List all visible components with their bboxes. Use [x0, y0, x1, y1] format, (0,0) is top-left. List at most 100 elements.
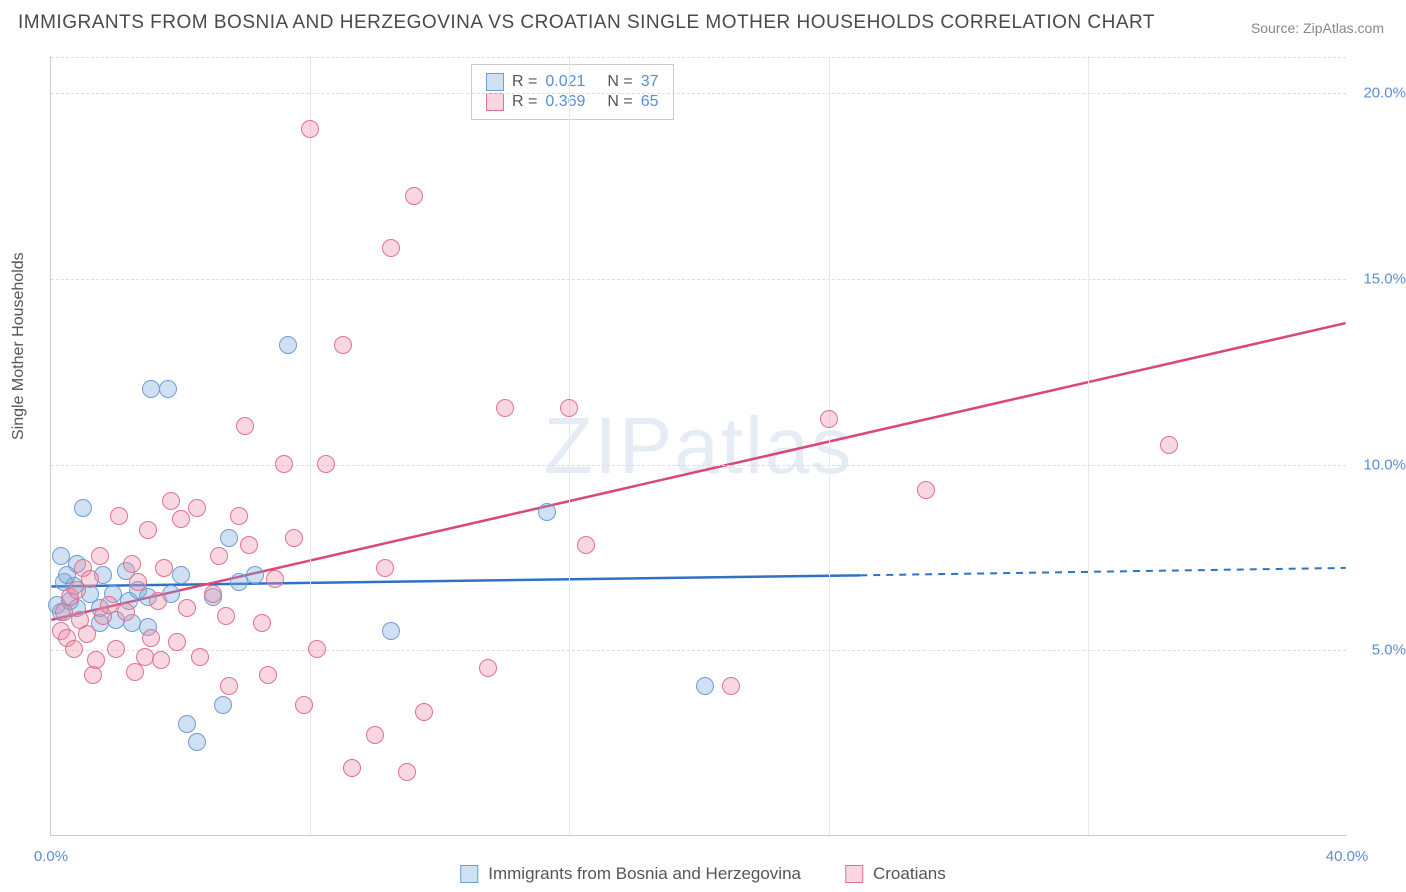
legend-row-croatians: R =0.369N =65: [486, 93, 659, 111]
series-legend: Immigrants from Bosnia and Herzegovina Cr…: [460, 864, 946, 884]
scatter-point-croatians: [81, 570, 99, 588]
legend-swatch: [845, 865, 863, 883]
grid-line-h: [51, 93, 1346, 94]
scatter-point-croatians: [253, 614, 271, 632]
scatter-point-croatians: [301, 120, 319, 138]
scatter-point-croatians: [191, 648, 209, 666]
legend-n-value: 65: [641, 93, 659, 111]
grid-line-h: [51, 650, 1346, 651]
scatter-point-croatians: [285, 529, 303, 547]
grid-line-v: [1088, 56, 1089, 835]
scatter-point-bosnia: [188, 733, 206, 751]
grid-line-h: [51, 279, 1346, 280]
scatter-point-croatians: [168, 633, 186, 651]
correlation-legend: R = 0.021 N = 37R = 0.369 N = 65: [471, 64, 674, 120]
scatter-point-croatians: [78, 625, 96, 643]
scatter-point-croatians: [382, 239, 400, 257]
scatter-point-croatians: [917, 481, 935, 499]
legend-r-value: 0.369: [545, 93, 585, 111]
watermark: ZIPatlas: [544, 400, 853, 492]
scatter-point-croatians: [149, 592, 167, 610]
legend-n-value: 37: [641, 73, 659, 91]
scatter-point-croatians: [139, 521, 157, 539]
scatter-point-croatians: [65, 640, 83, 658]
trend-line-dash-bosnia: [860, 568, 1345, 575]
legend-r-label: R =: [512, 73, 537, 91]
scatter-point-bosnia: [172, 566, 190, 584]
y-tick-label: 10.0%: [1363, 456, 1406, 473]
trend-lines: [51, 56, 1346, 835]
grid-line-v: [569, 56, 570, 835]
scatter-point-croatians: [230, 507, 248, 525]
chart-container: IMMIGRANTS FROM BOSNIA AND HERZEGOVINA V…: [0, 0, 1406, 892]
scatter-point-croatians: [91, 547, 109, 565]
grid-line-v: [829, 56, 830, 835]
scatter-point-croatians: [178, 599, 196, 617]
scatter-point-croatians: [240, 536, 258, 554]
x-tick-label: 0.0%: [34, 848, 68, 865]
scatter-point-croatians: [398, 763, 416, 781]
grid-line-h: [51, 57, 1346, 58]
series-legend-label: Immigrants from Bosnia and Herzegovina: [488, 864, 801, 884]
scatter-point-croatians: [172, 510, 190, 528]
scatter-point-croatians: [220, 677, 238, 695]
scatter-point-croatians: [415, 703, 433, 721]
y-tick-label: 20.0%: [1363, 85, 1406, 102]
legend-swatch: [486, 73, 504, 91]
series-legend-label: Croatians: [873, 864, 946, 884]
scatter-point-croatians: [295, 696, 313, 714]
series-legend-item-croatians: Croatians: [845, 864, 946, 884]
x-tick-label: 40.0%: [1326, 848, 1369, 865]
scatter-point-croatians: [217, 607, 235, 625]
scatter-point-bosnia: [214, 696, 232, 714]
scatter-point-croatians: [308, 640, 326, 658]
scatter-point-croatians: [405, 187, 423, 205]
source-attribution: Source: ZipAtlas.com: [1251, 20, 1384, 36]
scatter-point-croatians: [152, 651, 170, 669]
scatter-point-croatians: [110, 507, 128, 525]
scatter-point-bosnia: [279, 336, 297, 354]
scatter-point-croatians: [334, 336, 352, 354]
scatter-point-croatians: [560, 399, 578, 417]
grid-line-v: [310, 56, 311, 835]
scatter-point-croatians: [84, 666, 102, 684]
y-tick-label: 5.0%: [1372, 642, 1406, 659]
scatter-point-croatians: [317, 455, 335, 473]
scatter-point-croatians: [236, 417, 254, 435]
grid-line-h: [51, 465, 1346, 466]
legend-swatch: [460, 865, 478, 883]
scatter-point-croatians: [1160, 436, 1178, 454]
legend-r-value: 0.021: [545, 73, 585, 91]
scatter-point-bosnia: [696, 677, 714, 695]
scatter-point-croatians: [123, 555, 141, 573]
legend-row-bosnia: R = 0.021 N = 37: [486, 73, 659, 91]
scatter-point-croatians: [366, 726, 384, 744]
plot-area: ZIPatlas R =0.021N =37R =0.369N =65 5.0%…: [50, 56, 1346, 836]
scatter-point-croatians: [376, 559, 394, 577]
legend-swatch: [486, 93, 504, 111]
scatter-point-croatians: [204, 585, 222, 603]
scatter-point-croatians: [142, 629, 160, 647]
y-tick-label: 15.0%: [1363, 270, 1406, 287]
legend-n-label: N =: [607, 73, 632, 91]
scatter-point-croatians: [266, 570, 284, 588]
scatter-point-bosnia: [159, 380, 177, 398]
series-legend-item-bosnia: Immigrants from Bosnia and Herzegovina: [460, 864, 801, 884]
scatter-point-croatians: [496, 399, 514, 417]
scatter-point-bosnia: [538, 503, 556, 521]
legend-n-label: N =: [607, 93, 632, 111]
scatter-point-croatians: [722, 677, 740, 695]
scatter-point-bosnia: [382, 622, 400, 640]
scatter-point-croatians: [162, 492, 180, 510]
scatter-point-croatians: [117, 603, 135, 621]
scatter-point-bosnia: [220, 529, 238, 547]
scatter-point-croatians: [820, 410, 838, 428]
scatter-point-croatians: [343, 759, 361, 777]
y-axis-label: Single Mother Households: [10, 252, 28, 440]
scatter-point-croatians: [129, 573, 147, 591]
scatter-point-croatians: [259, 666, 277, 684]
scatter-point-croatians: [155, 559, 173, 577]
scatter-point-croatians: [210, 547, 228, 565]
scatter-point-bosnia: [246, 566, 264, 584]
scatter-point-croatians: [577, 536, 595, 554]
